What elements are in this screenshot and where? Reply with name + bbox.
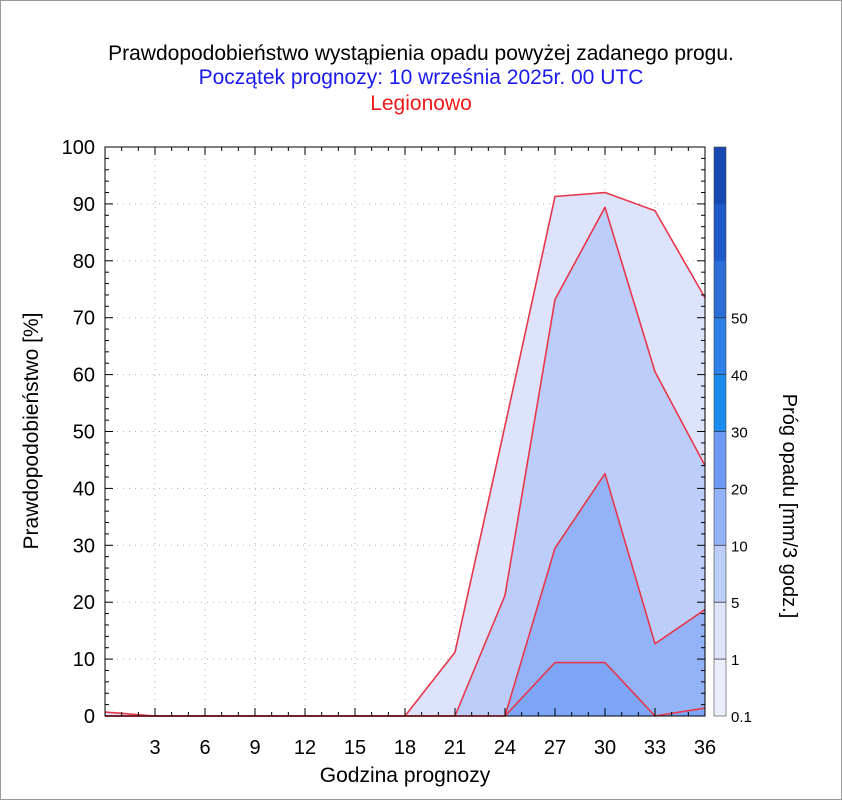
x-axis-title: Godzina prognozy	[320, 764, 491, 787]
colorbar-tick-label: 40	[731, 368, 748, 385]
colorbar-tick-label: 30	[731, 425, 748, 442]
x-tick-label: 36	[694, 737, 716, 759]
x-tick-label: 6	[199, 737, 210, 759]
colorbar-tick-labels: 0.1 1 5 10 20 30 40 50	[731, 311, 752, 726]
colorbar-segment	[714, 374, 726, 432]
x-tick-label: 30	[594, 737, 616, 759]
x-tick-label: 9	[249, 737, 260, 759]
colorbar-segment	[714, 488, 726, 546]
forecast-start-subtitle: Początek prognozy: 10 września 2025r. 00…	[198, 66, 644, 89]
x-tick-label: 33	[644, 737, 666, 759]
x-tick-label: 3	[149, 737, 160, 759]
colorbar	[713, 146, 727, 717]
y-tick-label: 30	[73, 535, 95, 557]
colorbar-tick-label: 20	[731, 481, 748, 498]
y-tick-label: 10	[73, 649, 95, 671]
area-threshold-10	[105, 662, 705, 716]
x-tick-label: 15	[344, 737, 366, 759]
colorbar-tick-label: 1	[731, 652, 739, 669]
y-tick-label: 0	[84, 706, 95, 728]
y-tick-label: 80	[73, 251, 95, 273]
colorbar-segment	[714, 147, 726, 205]
colorbar-tick-label: 50	[731, 311, 748, 328]
x-tick-label: 27	[544, 737, 566, 759]
y-axis-title: Prawdopodobieństwo [%]	[20, 313, 43, 550]
location-subtitle: Legionowo	[370, 92, 472, 115]
x-tick-label: 24	[494, 737, 516, 759]
axis-ticks	[105, 147, 705, 716]
colorbar-segment	[714, 602, 726, 660]
y-tick-label: 60	[73, 365, 95, 387]
colorbar-segment	[714, 545, 726, 603]
y-tick-labels: 0 10 20 30 40 50 60 70 80 90 100	[62, 137, 95, 728]
colorbar-segment	[714, 317, 726, 375]
y-tick-label: 90	[73, 194, 95, 216]
y-tick-label: 70	[73, 308, 95, 330]
colorbar-tick-label: 5	[731, 595, 739, 612]
y-tick-label: 50	[73, 422, 95, 444]
colorbar-segment	[714, 659, 726, 717]
y-tick-label: 100	[62, 137, 95, 159]
x-tick-label: 21	[444, 737, 466, 759]
colorbar-segment	[714, 203, 726, 262]
colorbar-segment	[714, 260, 726, 318]
area-threshold-5	[105, 473, 705, 716]
y-tick-label: 20	[73, 592, 95, 614]
probability-areas	[105, 192, 705, 716]
chart-title: Prawdopodobieństwo wystąpienia opadu pow…	[108, 42, 734, 65]
x-tick-labels: 3 6 9 12 15 18 21 24 27 30 33 36	[149, 737, 716, 759]
x-tick-label: 12	[294, 737, 316, 759]
colorbar-tick-label: 0.1	[731, 709, 752, 726]
x-tick-label: 18	[394, 737, 416, 759]
colorbar-segment	[714, 431, 726, 489]
colorbar-tick-label: 10	[731, 538, 748, 555]
y-tick-label: 40	[73, 478, 95, 500]
colorbar-title: Próg opadu [mm/3 godz.]	[778, 394, 800, 619]
